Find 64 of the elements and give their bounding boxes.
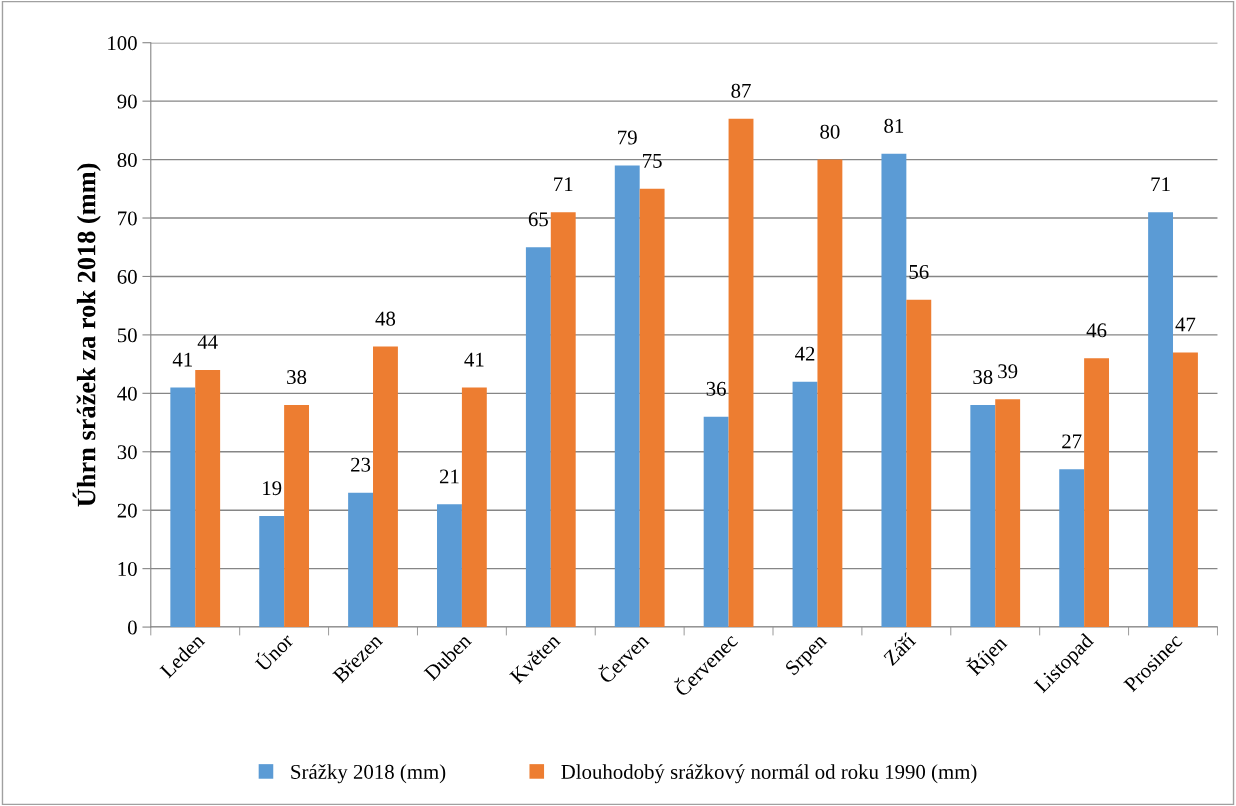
data-label: 19 xyxy=(263,481,282,496)
bar xyxy=(525,247,551,628)
y-tick-label: 60 xyxy=(117,269,137,284)
bar xyxy=(906,299,932,628)
data-label: 38 xyxy=(973,370,993,385)
data-label: 44 xyxy=(197,335,218,349)
data-label: 48 xyxy=(375,311,396,326)
bar xyxy=(970,405,996,628)
bar xyxy=(461,387,487,628)
bar xyxy=(639,188,665,628)
x-tick-label: Září xyxy=(882,632,917,667)
data-label: 65 xyxy=(528,212,548,227)
bar xyxy=(728,118,754,628)
bar xyxy=(1059,469,1085,628)
data-label: 47 xyxy=(1175,317,1196,332)
bar xyxy=(881,153,907,628)
data-label: 87 xyxy=(731,83,751,98)
bar xyxy=(1173,352,1198,628)
bar xyxy=(792,381,818,628)
bar xyxy=(817,159,843,628)
bar xyxy=(1148,212,1174,628)
bar xyxy=(550,212,576,628)
data-label: 42 xyxy=(795,346,815,361)
data-label: 71 xyxy=(554,177,573,192)
bar xyxy=(373,346,398,628)
y-tick-label: 70 xyxy=(118,211,137,226)
data-label: 23 xyxy=(351,457,371,472)
y-tick-label: 10 xyxy=(118,562,137,577)
y-tick-label: 30 xyxy=(117,445,137,460)
data-label: 71 xyxy=(1151,177,1170,192)
data-label: 41 xyxy=(464,352,484,367)
bar xyxy=(1084,358,1110,628)
bar xyxy=(195,369,221,628)
data-label: 81 xyxy=(884,118,904,133)
legend-label: Dlouhodobý srážkový normál od roku 1990 (mm) xyxy=(561,764,977,784)
data-label: 21 xyxy=(439,469,459,484)
bar xyxy=(348,492,374,628)
data-label: 38 xyxy=(287,370,307,385)
data-label: 39 xyxy=(998,364,1018,379)
y-tick-label: 0 xyxy=(127,620,137,635)
y-tick-label: 40 xyxy=(117,386,137,401)
bar xyxy=(284,405,310,628)
y-tick-label: 90 xyxy=(117,94,137,109)
bar xyxy=(437,504,462,628)
data-label: 27 xyxy=(1062,434,1082,449)
data-label: 36 xyxy=(706,381,726,396)
data-label: 56 xyxy=(909,264,929,279)
y-axis-title: Úhrn srážek za rok 2018 (mm) xyxy=(72,163,101,507)
y-tick-label: 20 xyxy=(117,503,137,518)
data-label: 41 xyxy=(172,352,192,367)
x-tick-label: Únor xyxy=(251,629,295,673)
y-tick-label: 80 xyxy=(117,152,137,168)
bar xyxy=(995,399,1021,628)
data-label: 75 xyxy=(643,154,662,168)
bar xyxy=(703,416,729,628)
data-label: 80 xyxy=(820,124,840,139)
data-label: 79 xyxy=(618,130,637,145)
bar xyxy=(614,165,640,628)
y-tick-label: 100 xyxy=(108,36,137,51)
bar xyxy=(170,387,196,628)
legend-label: Srážky 2018 (mm) xyxy=(291,764,446,784)
y-tick-label: 50 xyxy=(117,328,137,343)
data-label: 46 xyxy=(1086,323,1107,338)
bar xyxy=(259,516,285,628)
